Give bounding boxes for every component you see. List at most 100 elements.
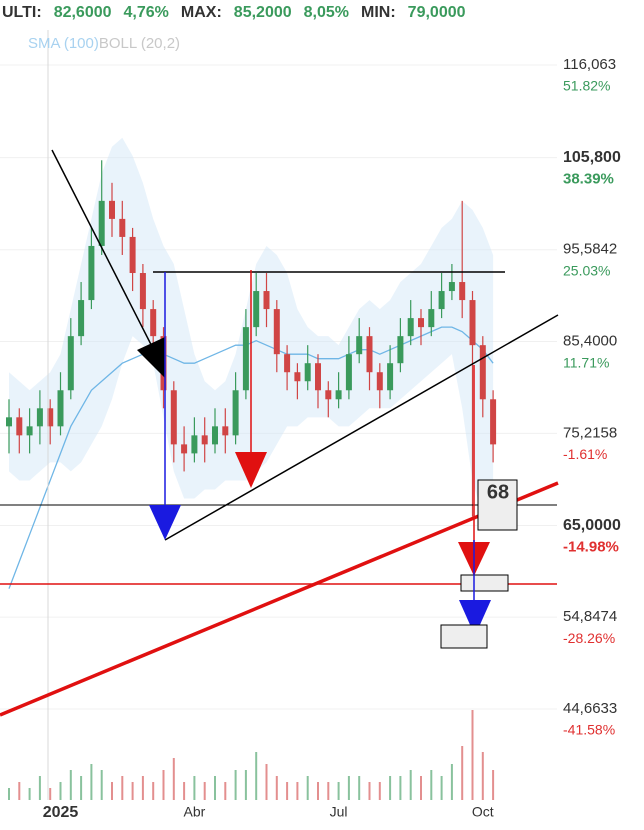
volume-bar [90, 764, 93, 800]
volume-bar [358, 776, 361, 800]
candle-body [88, 245, 95, 301]
volume-bar [234, 770, 237, 800]
candle-body [47, 408, 54, 427]
candle-body [273, 309, 280, 355]
y-tick-percent: 51.82% [563, 78, 610, 94]
volume-bar [327, 782, 330, 800]
candle-body [139, 273, 146, 310]
volume-bar [481, 752, 484, 800]
candle-body [335, 390, 342, 400]
y-tick-label: 116,063 [563, 56, 616, 73]
candle-body [201, 435, 208, 445]
volume-bar [224, 782, 227, 800]
volume-bar [59, 782, 62, 800]
candle-body [438, 291, 445, 310]
header-value: 85,2000 [234, 4, 292, 21]
candle-body [36, 408, 43, 427]
candle-body [191, 435, 198, 454]
volume-bar [121, 776, 124, 800]
volume-bar [152, 782, 155, 800]
volume-bar [162, 770, 165, 800]
volume-bar [69, 770, 72, 800]
y-tick-label: 54,8474 [563, 608, 617, 625]
volume-bar [193, 776, 196, 800]
candle-body [222, 426, 229, 436]
volume-bar [100, 770, 103, 800]
candle-body [232, 390, 239, 436]
y-tick-percent: -28.26% [563, 630, 615, 646]
annotation-label: 68 [487, 481, 509, 503]
header: ULTI: 82,6000 4,76% MAX: 85,2000 8,05% MIN: 79,… [2, 4, 466, 52]
label-box [477, 479, 518, 531]
volume-bar [368, 782, 371, 800]
candle-body [407, 318, 414, 337]
volume-bar [255, 752, 258, 800]
y-tick-percent: -14.98% [563, 539, 619, 556]
y-tick-percent: 11.71% [563, 354, 609, 370]
axis-panel [557, 0, 644, 830]
volume-bar [430, 770, 433, 800]
volume-bar [18, 782, 21, 800]
volume-bar [286, 782, 289, 800]
x-tick-label: 2025 [43, 804, 79, 821]
candle-body [109, 200, 115, 219]
y-tick-percent: 38.39% [563, 171, 614, 188]
candle-body [459, 282, 466, 301]
volume-bar [131, 782, 134, 800]
indicator-label: BOLL (20,2) [99, 35, 180, 52]
volume-bar [347, 776, 350, 800]
y-tick-label: 95,5842 [563, 241, 617, 258]
volume-bar [492, 770, 495, 800]
candle-body [387, 363, 394, 391]
volume-bar [378, 782, 381, 800]
volume-bar [461, 746, 464, 800]
volume-bar [244, 770, 247, 800]
candle-body [345, 354, 352, 391]
y-tick-label: 75,2158 [563, 424, 617, 441]
volume-bar [38, 776, 41, 800]
candle-body [376, 372, 383, 391]
y-tick-percent: 25.03% [563, 262, 610, 278]
candle-body [490, 399, 497, 445]
candle-body [325, 390, 332, 400]
volume-bar [337, 782, 340, 800]
candle-body [397, 336, 404, 364]
volume-bar [420, 776, 422, 800]
volume-bar [49, 788, 52, 800]
header-change: 8,05% [304, 4, 349, 21]
candle-body [6, 417, 12, 427]
volume-bar [265, 764, 268, 800]
candle-body [428, 309, 435, 328]
volume-bar [450, 764, 453, 800]
candle-body [129, 236, 136, 274]
volume-bar [183, 782, 186, 800]
y-tick-label: 65,0000 [563, 517, 621, 534]
volume-bar [172, 758, 175, 800]
target-box [460, 574, 509, 592]
blue-arrow [459, 600, 491, 636]
volume-bar [389, 776, 392, 800]
x-tick-label: Abr [184, 804, 206, 820]
candle-body [469, 300, 476, 346]
candle-body [479, 345, 486, 400]
volume-bar [296, 782, 299, 800]
volume-bar [306, 776, 309, 800]
arrow-head [137, 337, 165, 378]
header-change: 4,76% [124, 4, 169, 21]
candle-body [294, 372, 301, 382]
drawings: 68 [0, 30, 559, 800]
volume-bar [409, 770, 412, 800]
candle-body [26, 426, 33, 436]
candle-body [253, 291, 260, 328]
volume-bar [214, 776, 216, 800]
header-label: MIN: [361, 4, 396, 21]
volume-bar [317, 782, 319, 800]
red-arrow [235, 452, 267, 488]
rising-trendline [164, 314, 559, 541]
candle-body [212, 426, 218, 445]
volume-bar [8, 788, 10, 800]
down-trendline [51, 149, 166, 373]
red-trendline [0, 481, 559, 717]
